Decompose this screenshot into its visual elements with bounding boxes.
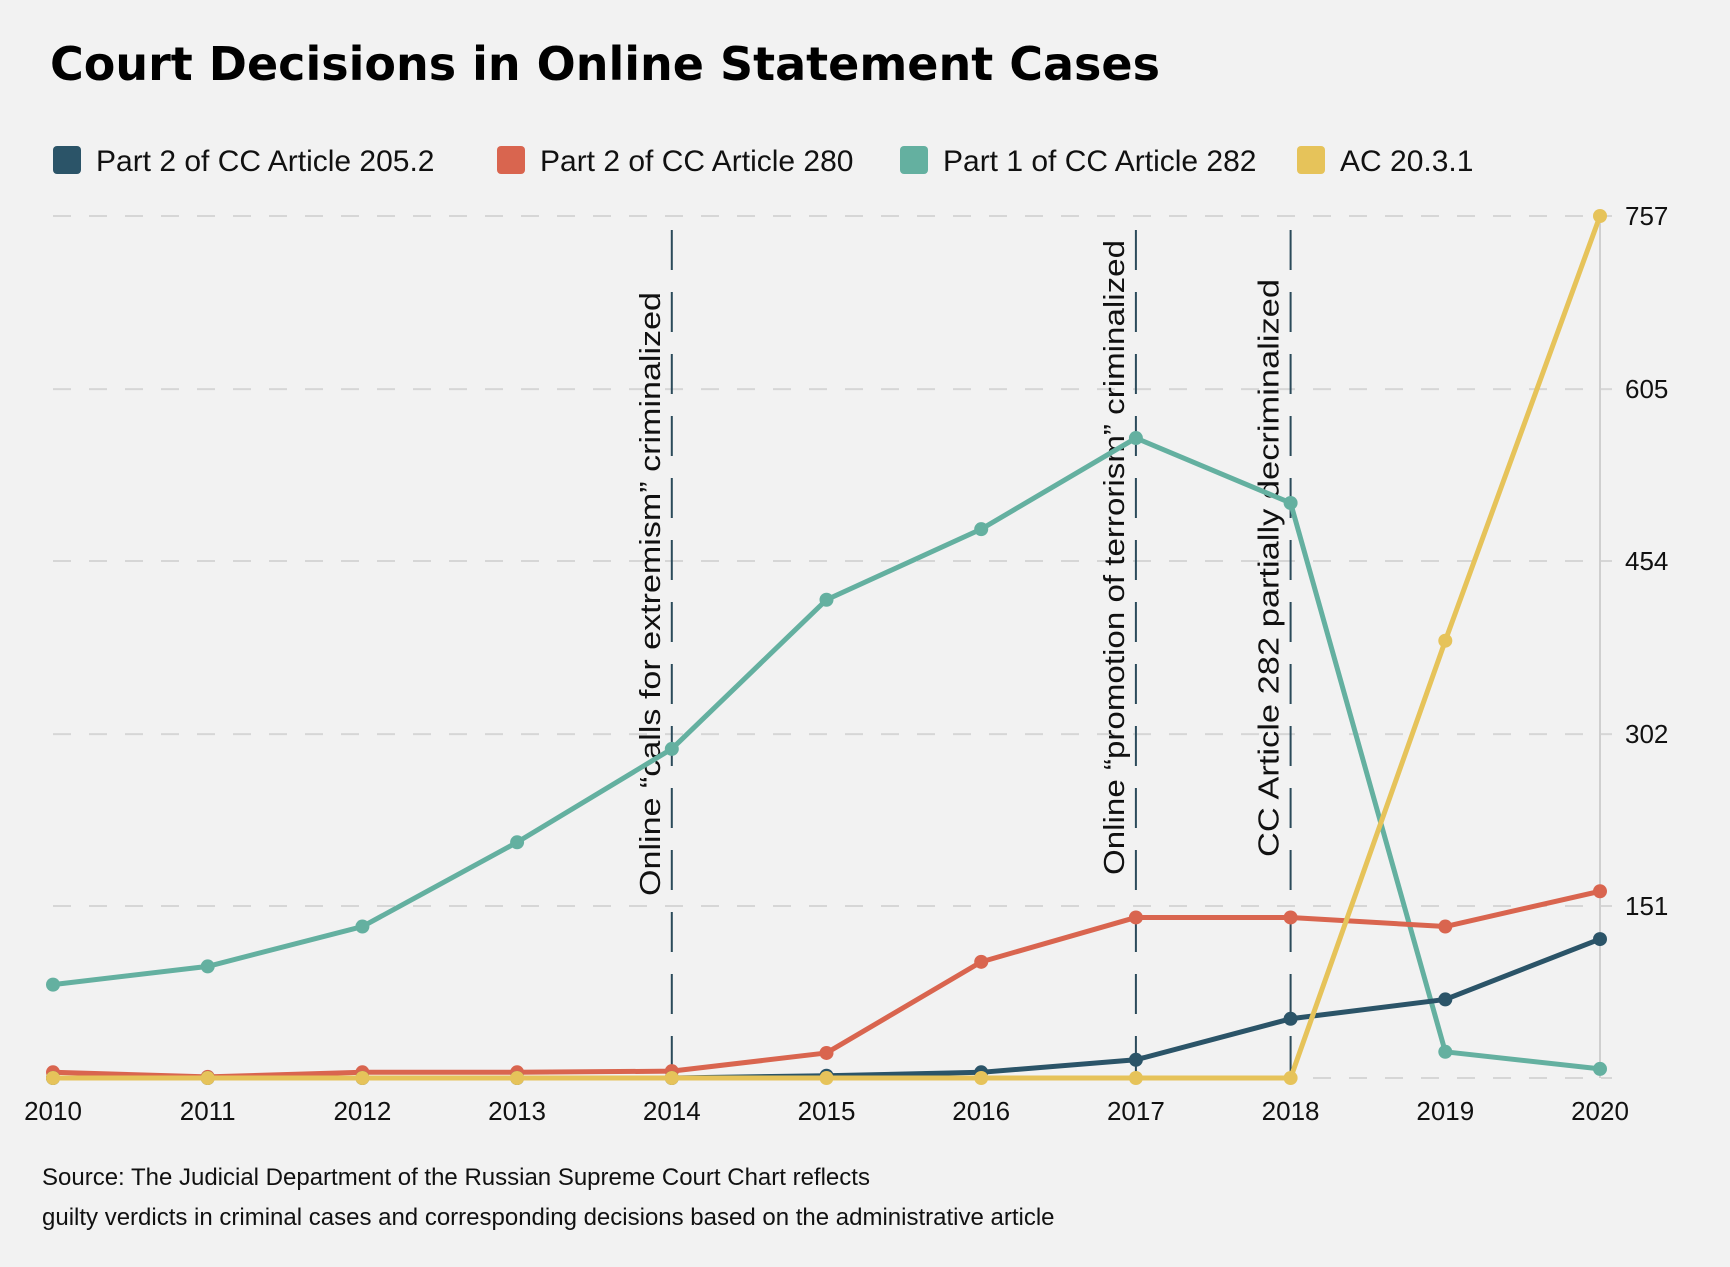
data-point: [1438, 1044, 1453, 1059]
data-point: [1128, 1071, 1143, 1085]
annotations: Online “calls for extremism” criminalize…: [635, 230, 1292, 1078]
data-point: [46, 1071, 60, 1085]
x-tick-label: 2015: [798, 1096, 856, 1126]
x-axis: 2010 2011 2012 2013 2014 2015 2016 2017 2018 2019…: [24, 1096, 1629, 1126]
data-point: [1283, 1011, 1298, 1026]
grid: [53, 215, 1612, 1079]
data-point: [819, 1045, 834, 1060]
chart-title: Court Decisions in Online Statement Case…: [50, 37, 1160, 91]
data-point: [200, 1071, 215, 1085]
data-point: [974, 522, 989, 537]
data-point: [1283, 910, 1298, 925]
legend-label: Part 2 of CC Article 205.2: [96, 145, 435, 178]
y-tick-label: 454: [1625, 546, 1668, 576]
x-tick-label: 2020: [1571, 1096, 1629, 1126]
data-point: [200, 959, 215, 974]
legend-swatch: [497, 146, 525, 174]
source-line-1: Source: The Judicial Department of the R…: [42, 1164, 870, 1191]
annotation-label: Online “promotion of terrorism” criminal…: [1099, 240, 1131, 875]
legend-swatch: [900, 146, 928, 174]
annotation-label: Online “calls for extremism” criminalize…: [635, 292, 667, 896]
x-tick-label: 2013: [488, 1096, 546, 1126]
x-tick-label: 2011: [180, 1096, 236, 1126]
data-point: [974, 1071, 989, 1085]
data-point: [1128, 431, 1143, 446]
legend-label: AC 20.3.1: [1340, 145, 1473, 178]
x-tick-label: 2014: [643, 1096, 701, 1126]
y-tick-label: 151: [1625, 891, 1668, 921]
data-point: [1438, 992, 1453, 1007]
legend-swatch: [53, 146, 81, 174]
x-tick-label: 2016: [952, 1096, 1010, 1126]
x-tick-label: 2018: [1262, 1096, 1320, 1126]
data-point: [1283, 495, 1298, 510]
y-tick-label: 605: [1625, 374, 1668, 404]
legend-swatch: [1297, 146, 1325, 174]
data-point: [1438, 633, 1453, 648]
source-line-2: guilty verdicts in criminal cases and co…: [42, 1204, 1055, 1231]
x-tick-label: 2019: [1416, 1096, 1474, 1126]
data-point: [1593, 1061, 1607, 1076]
legend: Part 2 of CC Article 205.2 Part 2 of CC A…: [53, 145, 1473, 178]
data-point: [510, 1071, 525, 1085]
series-line: [52, 435, 1601, 1072]
data-point: [510, 835, 525, 850]
data-point: [1593, 932, 1607, 947]
data-point: [974, 954, 989, 969]
series-group: [46, 209, 1607, 1085]
annotation-label: CC Article 282 partially decriminalized: [1254, 279, 1286, 857]
data-point: [1593, 884, 1607, 899]
legend-label: Part 1 of CC Article 282: [943, 145, 1256, 178]
data-point: [819, 592, 834, 607]
y-tick-label: 757: [1625, 201, 1668, 231]
x-tick-label: 2017: [1107, 1096, 1165, 1126]
data-point: [1283, 1071, 1298, 1085]
data-point: [1128, 910, 1143, 925]
y-tick-label: 302: [1625, 719, 1668, 749]
data-point: [819, 1071, 834, 1085]
data-point: [355, 1071, 370, 1085]
x-tick-label: 2010: [24, 1096, 82, 1126]
data-point: [664, 1071, 679, 1085]
y-axis: 151 302 454 605 757: [1625, 201, 1668, 921]
data-point: [1438, 919, 1453, 934]
x-tick-label: 2012: [333, 1096, 391, 1126]
data-point: [355, 919, 370, 934]
legend-label: Part 2 of CC Article 280: [540, 145, 853, 178]
data-point: [1128, 1052, 1143, 1067]
data-point: [664, 741, 679, 756]
data-point: [46, 977, 60, 992]
data-point: [1593, 209, 1607, 223]
